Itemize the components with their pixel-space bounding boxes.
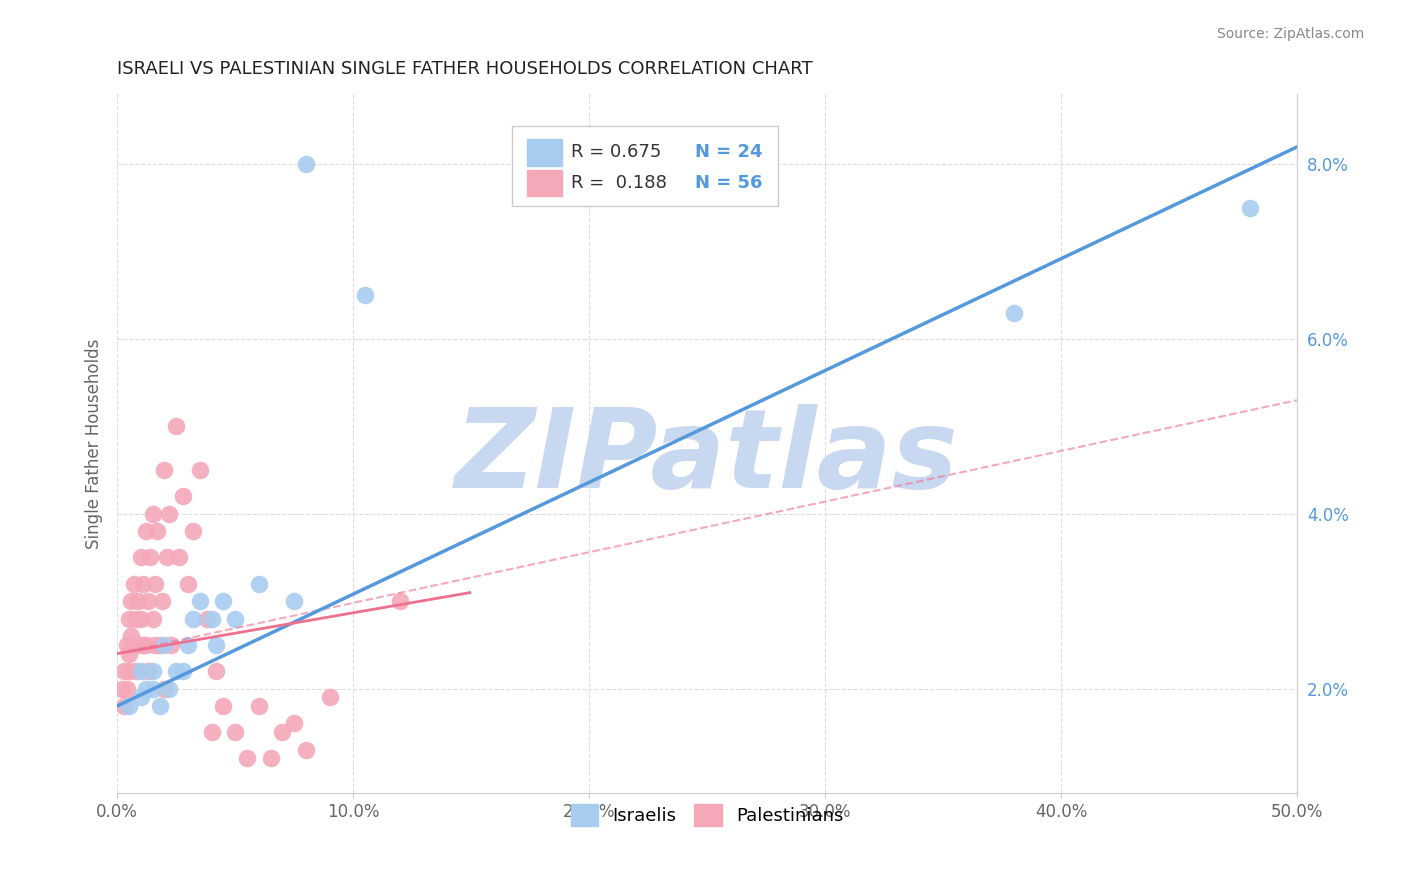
Point <box>295 157 318 171</box>
Point <box>136 594 159 608</box>
Point <box>118 647 141 661</box>
Point <box>177 638 200 652</box>
Point <box>283 594 305 608</box>
Point <box>153 463 176 477</box>
Point <box>120 594 142 608</box>
Text: ZIPatlas: ZIPatlas <box>456 404 959 511</box>
Point <box>118 612 141 626</box>
Point <box>172 664 194 678</box>
Point <box>165 419 187 434</box>
Point <box>112 698 135 713</box>
Point <box>120 629 142 643</box>
Point <box>224 725 246 739</box>
Point <box>172 489 194 503</box>
Point <box>271 725 294 739</box>
Text: N = 56: N = 56 <box>696 174 763 192</box>
Text: Source: ZipAtlas.com: Source: ZipAtlas.com <box>1216 27 1364 41</box>
Point <box>125 664 148 678</box>
Point <box>149 638 172 652</box>
Point <box>129 690 152 705</box>
Point <box>236 751 259 765</box>
Point <box>389 594 412 608</box>
Point <box>295 742 318 756</box>
Point <box>153 638 176 652</box>
Point <box>129 550 152 565</box>
Point <box>149 698 172 713</box>
Point <box>177 576 200 591</box>
Point <box>153 681 176 696</box>
FancyBboxPatch shape <box>512 126 778 206</box>
Point <box>115 638 138 652</box>
Point <box>125 612 148 626</box>
Point <box>247 576 270 591</box>
Point <box>195 612 218 626</box>
Point <box>142 612 165 626</box>
Point <box>181 612 204 626</box>
Point <box>188 594 211 608</box>
Point <box>134 524 156 539</box>
Text: ISRAELI VS PALESTINIAN SINGLE FATHER HOUSEHOLDS CORRELATION CHART: ISRAELI VS PALESTINIAN SINGLE FATHER HOU… <box>117 60 813 78</box>
Point <box>142 664 165 678</box>
Point <box>143 576 166 591</box>
Point <box>205 664 228 678</box>
Point <box>354 288 377 302</box>
Point <box>112 664 135 678</box>
Text: R = 0.675: R = 0.675 <box>571 144 662 161</box>
Point <box>139 550 162 565</box>
Legend: Israelis, Palestinians: Israelis, Palestinians <box>564 797 851 833</box>
Point <box>188 463 211 477</box>
Point <box>136 664 159 678</box>
Bar <box>527 169 562 196</box>
Point <box>142 681 165 696</box>
Point <box>146 524 169 539</box>
Point <box>127 638 149 652</box>
Point <box>129 664 152 678</box>
Point <box>212 594 235 608</box>
Point <box>205 638 228 652</box>
Point <box>132 576 155 591</box>
Point <box>150 594 173 608</box>
Text: N = 24: N = 24 <box>696 144 763 161</box>
Text: R =  0.188: R = 0.188 <box>571 174 668 192</box>
Point <box>122 638 145 652</box>
Point <box>134 638 156 652</box>
Point <box>1239 201 1261 215</box>
Y-axis label: Single Father Households: Single Father Households <box>86 339 103 549</box>
Point <box>142 507 165 521</box>
Point <box>181 524 204 539</box>
Point <box>165 664 187 678</box>
Point <box>200 725 222 739</box>
Point <box>200 612 222 626</box>
Point <box>122 576 145 591</box>
Point <box>1002 306 1025 320</box>
Point <box>118 664 141 678</box>
Point <box>127 594 149 608</box>
Point <box>167 550 190 565</box>
Point <box>247 698 270 713</box>
Point <box>156 550 179 565</box>
Point <box>129 612 152 626</box>
Point <box>212 698 235 713</box>
Point <box>318 690 340 705</box>
Point <box>283 716 305 731</box>
Point <box>157 681 180 696</box>
Point <box>118 698 141 713</box>
Point <box>115 681 138 696</box>
Point <box>132 638 155 652</box>
Point <box>259 751 281 765</box>
Point <box>160 638 183 652</box>
Point <box>111 681 134 696</box>
Point <box>224 612 246 626</box>
Bar <box>527 139 562 166</box>
Point <box>157 507 180 521</box>
Point <box>143 638 166 652</box>
Point <box>134 681 156 696</box>
